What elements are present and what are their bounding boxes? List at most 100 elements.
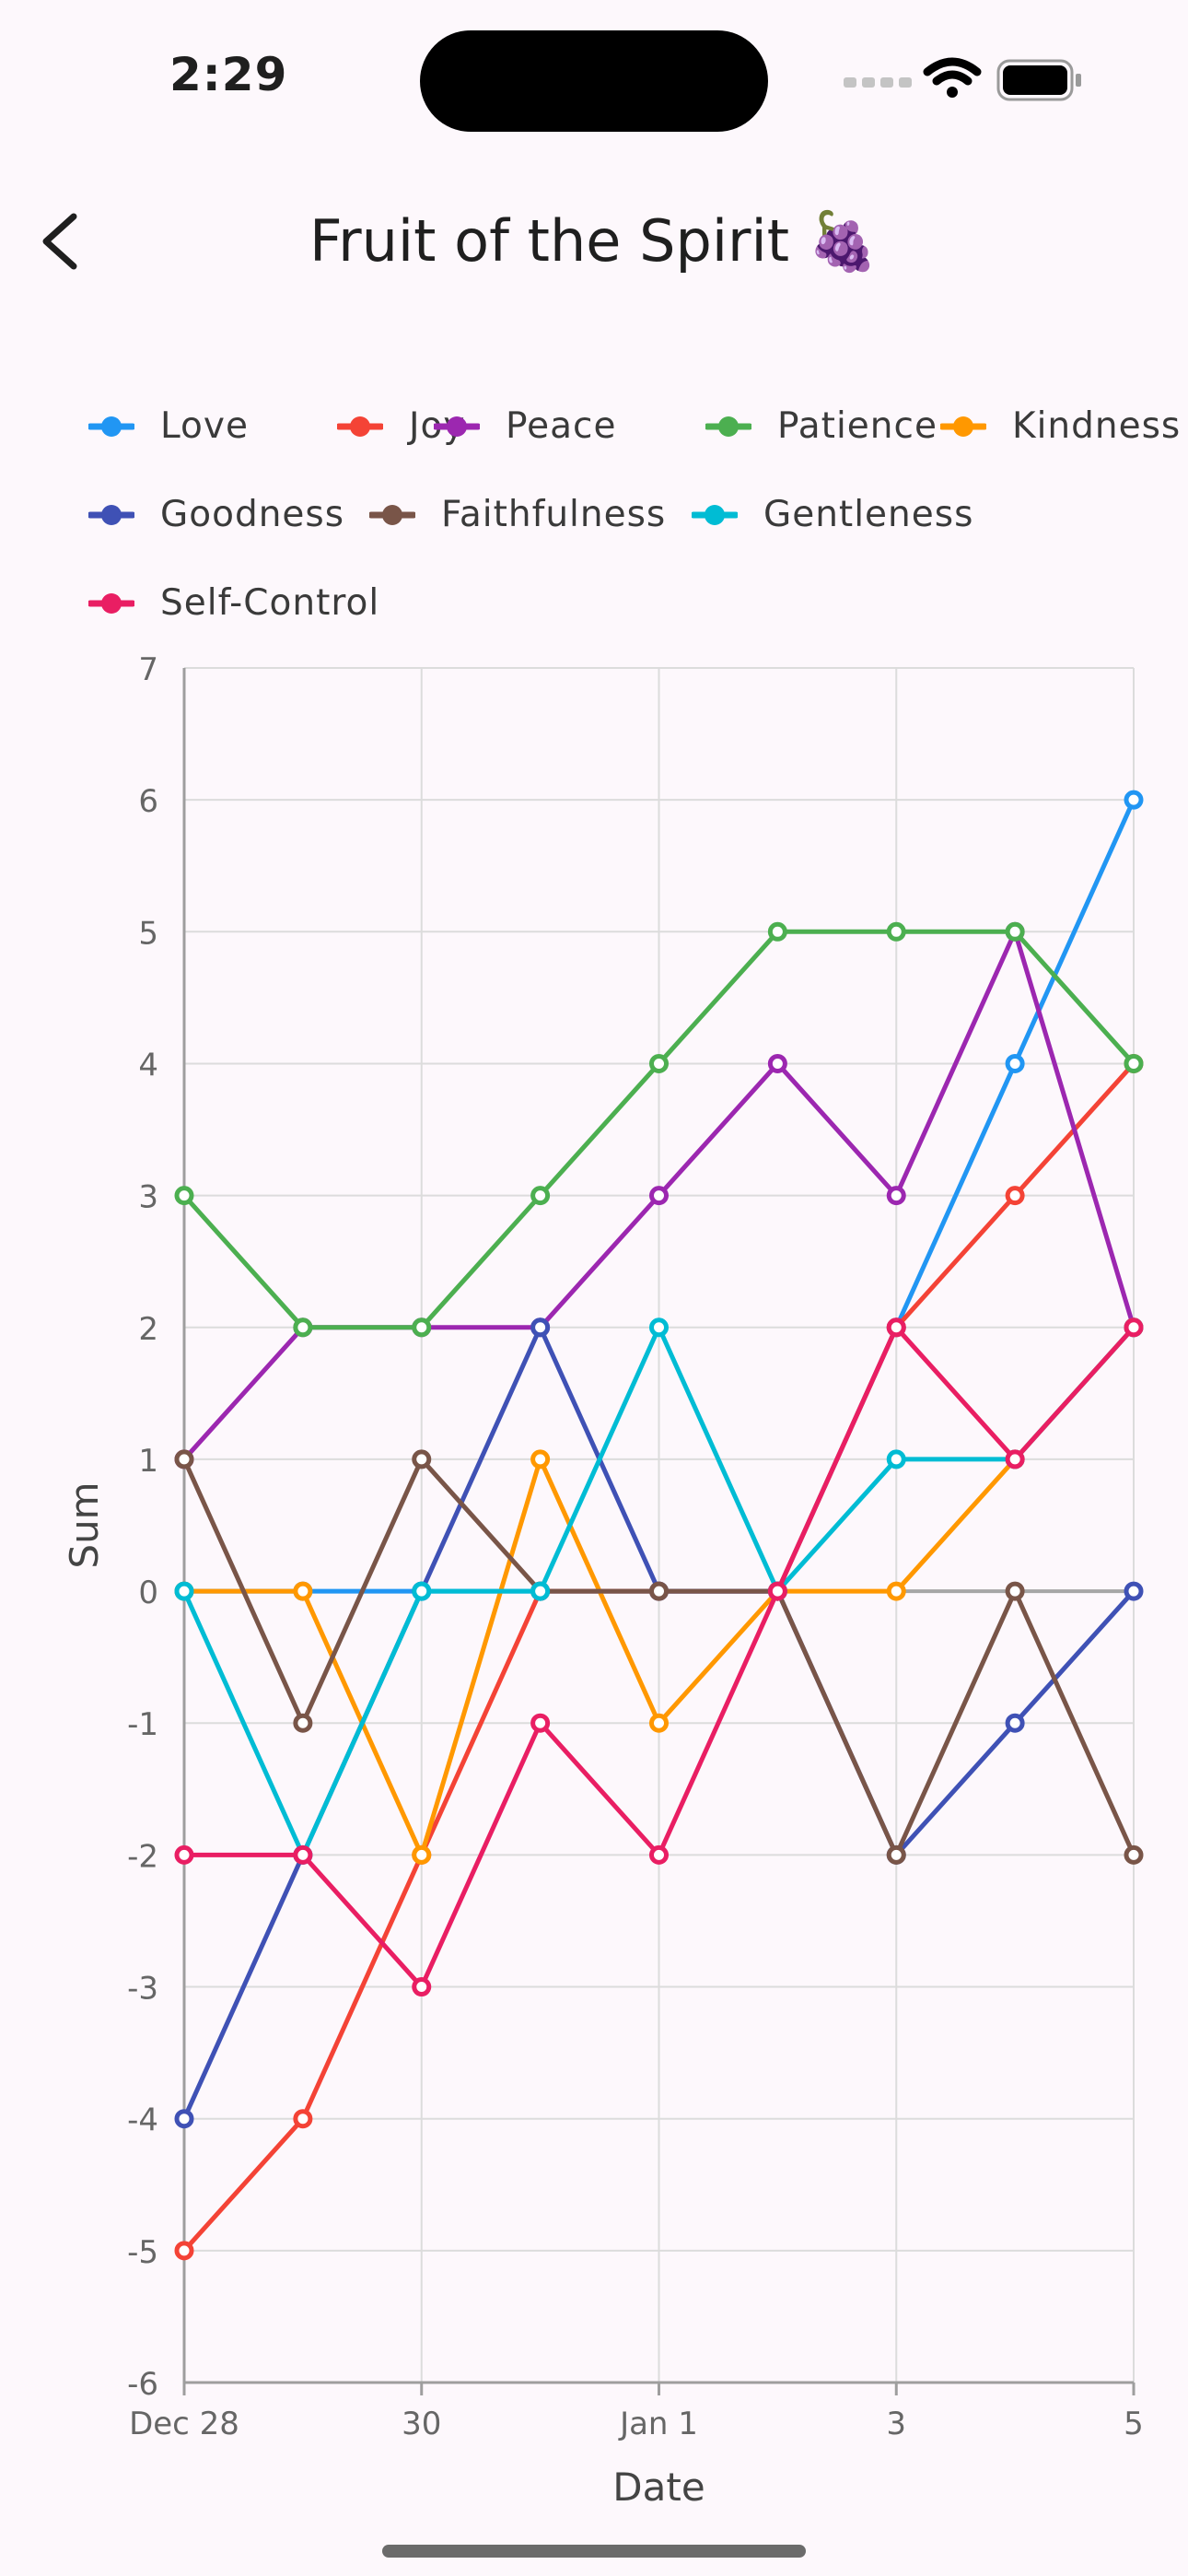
y-tick-label: 6 [138, 783, 158, 820]
data-point[interactable] [293, 1581, 313, 1601]
data-point[interactable] [649, 1844, 669, 1865]
y-tick-label: -4 [127, 2102, 158, 2139]
cellular-signal-icon [844, 77, 912, 88]
data-point[interactable] [530, 1317, 551, 1338]
legend-item-goodness[interactable]: Goodness [88, 494, 344, 535]
data-point[interactable] [649, 1053, 669, 1073]
legend-label: Faithfulness [441, 494, 667, 535]
legend-swatch [88, 413, 134, 440]
data-point[interactable] [1124, 1317, 1144, 1338]
data-point[interactable] [293, 1713, 313, 1733]
data-point[interactable] [293, 2109, 313, 2129]
y-tick-label: 0 [138, 1575, 158, 1611]
data-point[interactable] [1005, 1713, 1025, 1733]
data-point[interactable] [412, 1317, 432, 1338]
data-point[interactable] [649, 1581, 669, 1601]
back-chevron-icon[interactable] [28, 203, 101, 276]
legend-label: Love [160, 405, 249, 447]
grid-lines [183, 667, 1135, 2383]
status-icons [844, 57, 1081, 101]
data-point[interactable] [1005, 921, 1025, 942]
data-point[interactable] [1005, 1053, 1025, 1073]
data-point[interactable] [886, 1844, 906, 1865]
data-point[interactable] [649, 1186, 669, 1206]
y-tick-label: -6 [127, 2366, 158, 2403]
data-point[interactable] [767, 1053, 787, 1073]
x-axis-title: Date [612, 2465, 705, 2510]
data-point[interactable] [649, 1713, 669, 1733]
data-point[interactable] [1005, 1449, 1025, 1469]
data-point[interactable] [886, 1317, 906, 1338]
legend-item-patience[interactable]: Patience [705, 405, 938, 447]
data-point[interactable] [293, 1317, 313, 1338]
data-point[interactable] [412, 1449, 432, 1469]
legend-label: Kindness [1012, 405, 1182, 447]
x-tick-label: 3 [886, 2406, 906, 2442]
data-point[interactable] [174, 1449, 194, 1469]
legend-label: Peace [506, 405, 617, 447]
y-tick-label: -1 [127, 1706, 158, 1743]
data-point[interactable] [886, 1449, 906, 1469]
data-point[interactable] [649, 1317, 669, 1338]
x-tick-label: 30 [402, 2406, 441, 2442]
wifi-icon [923, 57, 982, 98]
dynamic-island [420, 30, 768, 132]
data-point[interactable] [174, 2241, 194, 2261]
y-tick-label: 5 [138, 915, 158, 952]
legend-item-peace[interactable]: Peace [434, 405, 616, 447]
legend-label: Self-Control [160, 582, 380, 624]
legend-swatch [940, 413, 986, 440]
legend-swatch [369, 501, 415, 529]
legend-item-self-control[interactable]: Self-Control [88, 582, 379, 624]
legend-item-kindness[interactable]: Kindness [940, 405, 1181, 447]
data-point[interactable] [886, 1186, 906, 1206]
data-point[interactable] [174, 1581, 194, 1601]
y-axis-title: Sum [62, 1481, 107, 1568]
legend-swatch [88, 590, 134, 617]
data-point[interactable] [412, 1844, 432, 1865]
y-tick-label: 3 [138, 1179, 158, 1216]
data-point[interactable] [174, 1844, 194, 1865]
legend-swatch [337, 413, 383, 440]
data-point[interactable] [530, 1186, 551, 1206]
data-point[interactable] [412, 1977, 432, 1997]
y-tick-label: 1 [138, 1443, 158, 1480]
legend-swatch [705, 413, 751, 440]
data-point[interactable] [1124, 1581, 1144, 1601]
data-point[interactable] [174, 2109, 194, 2129]
data-point[interactable] [1124, 790, 1144, 810]
legend-item-faithfulness[interactable]: Faithfulness [369, 494, 666, 535]
data-point[interactable] [293, 1844, 313, 1865]
y-tick-label: 4 [138, 1047, 158, 1083]
data-point[interactable] [886, 1581, 906, 1601]
legend-label: Goodness [160, 494, 345, 535]
data-point[interactable] [767, 1581, 787, 1601]
data-point[interactable] [530, 1581, 551, 1601]
y-tick-label: 7 [138, 651, 158, 688]
data-point[interactable] [174, 1186, 194, 1206]
legend-label: Gentleness [763, 494, 974, 535]
y-tick-label: -2 [127, 1838, 158, 1875]
y-tick-label: 2 [138, 1311, 158, 1348]
data-point[interactable] [1124, 1053, 1144, 1073]
y-tick-label: -5 [127, 2234, 158, 2271]
series-self-control [174, 1317, 1144, 1997]
legend-item-gentleness[interactable]: Gentleness [692, 494, 973, 535]
data-point[interactable] [412, 1581, 432, 1601]
home-indicator [382, 2545, 806, 2558]
data-point[interactable] [1005, 1581, 1025, 1601]
data-point[interactable] [1124, 1844, 1144, 1865]
data-point[interactable] [530, 1449, 551, 1469]
legend-swatch [88, 501, 134, 529]
legend-swatch [434, 413, 480, 440]
legend-item-love[interactable]: Love [88, 405, 249, 447]
data-point[interactable] [1005, 1186, 1025, 1206]
data-point[interactable] [767, 921, 787, 942]
page-title: Fruit of the Spirit 🍇 [309, 207, 879, 275]
x-tick-label: Jan 1 [618, 2406, 698, 2442]
legend-swatch [692, 501, 738, 529]
battery-icon [996, 59, 1081, 101]
data-point[interactable] [886, 921, 906, 942]
series-patience [174, 921, 1144, 1338]
data-point[interactable] [530, 1713, 551, 1733]
